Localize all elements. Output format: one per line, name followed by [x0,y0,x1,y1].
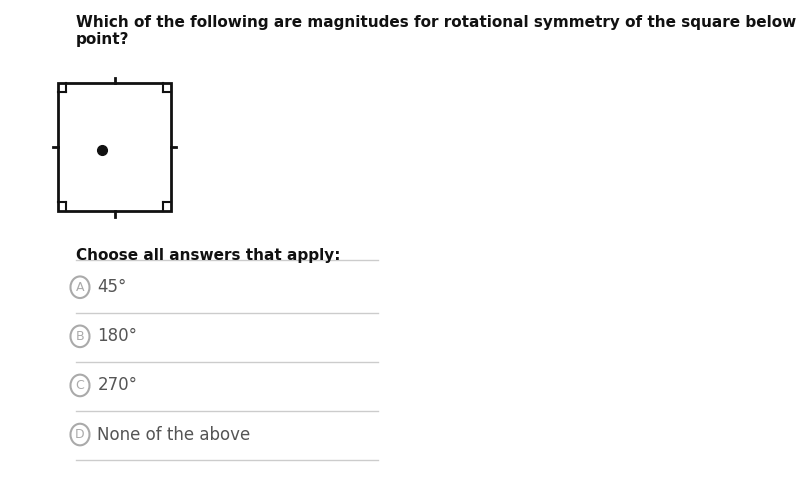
Text: None of the above: None of the above [98,426,250,443]
Text: 45°: 45° [98,278,126,296]
Bar [58,83,170,211]
Text: 180°: 180° [98,327,138,345]
Text: D: D [75,428,85,441]
Text: 270°: 270° [98,377,138,394]
Text: B: B [76,330,84,343]
Text: A: A [76,281,84,294]
Text: Which of the following are magnitudes for rotational symmetry of the square belo: Which of the following are magnitudes fo… [76,15,800,47]
Text: Choose all answers that apply:: Choose all answers that apply: [76,248,340,263]
Text: C: C [76,379,84,392]
